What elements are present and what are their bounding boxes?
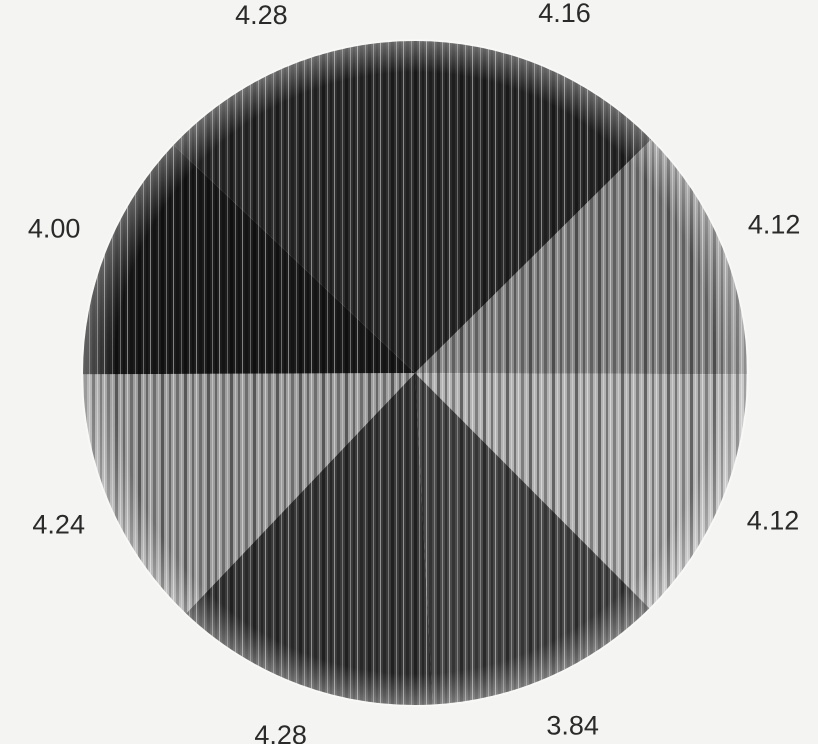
- slice-label-7: 4.00: [28, 213, 81, 243]
- pie-edge-shading: [81, 39, 749, 707]
- slice-labels: 4.16 4.12 4.12 3.84 4.28 4.24 4.00 4.28: [28, 0, 801, 744]
- slice-label-2: 4.12: [748, 209, 801, 239]
- slice-label-4: 3.84: [546, 711, 599, 741]
- slice-label-6: 4.24: [32, 510, 85, 540]
- slice-label-5: 4.28: [254, 720, 307, 744]
- slice-label-8: 4.28: [235, 0, 288, 30]
- slice-label-1: 4.16: [538, 0, 591, 28]
- slice-label-3: 4.12: [747, 506, 800, 536]
